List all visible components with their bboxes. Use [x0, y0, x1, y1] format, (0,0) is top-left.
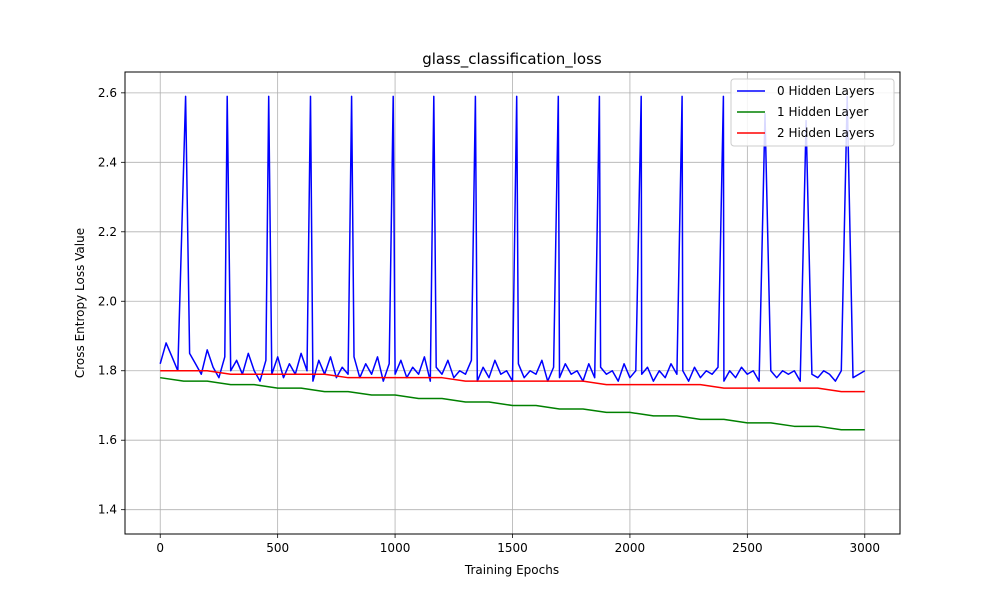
- series-line-0-hidden-layers: [159, 95, 866, 382]
- x-tick-label: 1000: [380, 541, 411, 555]
- chart-title: glass_classification_loss: [422, 50, 602, 69]
- legend-label: 1 Hidden Layer: [777, 105, 868, 119]
- y-tick-label: 2.2: [98, 225, 117, 239]
- y-tick-label: 2.4: [98, 155, 117, 169]
- legend-box: [730, 78, 895, 147]
- x-tick-label: 3000: [849, 541, 880, 555]
- legend-label: 0 Hidden Layers: [777, 84, 875, 98]
- y-tick-label: 1.8: [98, 364, 117, 378]
- x-tick-label: 2500: [732, 541, 763, 555]
- x-tick-label: 2000: [615, 541, 646, 555]
- x-axis-label: Training Epochs: [464, 563, 559, 577]
- y-axis-label: Cross Entropy Loss Value: [73, 228, 87, 378]
- y-tick-label: 2.6: [98, 86, 117, 100]
- x-tick-label: 500: [266, 541, 289, 555]
- series-line-2-hidden-layers: [160, 369, 865, 393]
- plot-area: [159, 95, 866, 431]
- x-axis: 0 500 1000 1500 2000 2500 3000: [156, 534, 880, 555]
- y-tick-label: 1.4: [98, 503, 117, 517]
- series-line-1-hidden-layer: [160, 376, 865, 431]
- y-tick-label: 2.0: [98, 294, 117, 308]
- y-axis: 1.4 1.6 1.8 2.0 2.2 2.4 2.6: [98, 86, 125, 517]
- x-tick-label: 0: [156, 541, 164, 555]
- x-tick-label: 1500: [497, 541, 528, 555]
- legend: 0 Hidden Layers 1 Hidden Layer 2 Hidden La…: [730, 78, 895, 147]
- legend-label: 2 Hidden Layers: [777, 126, 875, 140]
- y-tick-label: 1.6: [98, 433, 117, 447]
